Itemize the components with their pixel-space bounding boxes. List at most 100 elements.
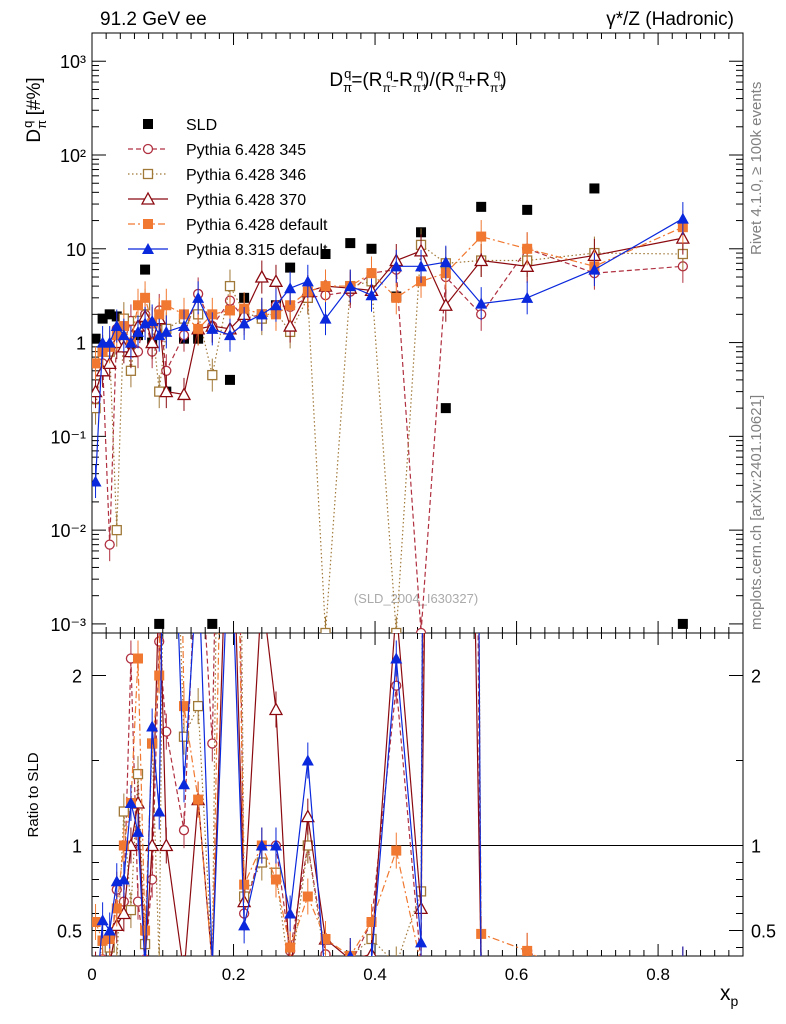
ratio-point-pythia-6-428-370	[475, 964, 487, 975]
point-pythia-6-428-370	[268, 273, 284, 287]
ratio-point-pythia-6-428-default	[154, 670, 165, 681]
point-pythia-8-315-default	[475, 297, 488, 309]
ratio-axis-title: Ratio to SLD	[25, 752, 42, 837]
ratio-point-pythia-6-428-346	[118, 806, 129, 817]
ratio-point-pythia-8-315-default	[96, 914, 109, 926]
process-label: γ*/Z (Hadronic)	[606, 9, 734, 30]
point-pythia-8-315-default	[319, 312, 332, 324]
ratio-point-pythia-6-428-default	[111, 903, 122, 914]
legend-label-pythia-8-315-default: Pythia 8.315 default	[186, 242, 328, 259]
legend-label-pythia-6-428-default: Pythia 6.428 default	[186, 217, 328, 234]
ratio-point-pythia-6-428-default	[132, 653, 143, 664]
ratio-point-pythia-6-428-370	[256, 585, 268, 596]
point-pythia-8-315-default	[192, 291, 205, 303]
point-pythia-6-428-370	[145, 335, 160, 349]
ratio-point-pythia-6-428-default	[285, 942, 296, 953]
point-pythia-6-428-default	[154, 309, 165, 320]
point-pythia-8-315-default	[238, 317, 251, 329]
ratio-point-pythia-8-315-default	[139, 964, 151, 975]
legend-marker-sld	[143, 119, 153, 129]
plot-title: Dπq=(Rπ⁻q-Rπ⁺q)/(Rπ⁻q+Rπ⁺q)	[329, 66, 506, 95]
ratio-point-pythia-8-315-default	[320, 976, 332, 987]
point-pythia-6-428-370	[283, 318, 298, 332]
point-pythia-6-428-default	[132, 300, 143, 311]
ratio-point-pythia-6-428-370	[153, 568, 165, 579]
ratio-point-pythia-6-428-346	[590, 977, 599, 986]
legend-label-pythia-6-428-346: Pythia 6.428 346	[186, 167, 306, 184]
point-pythia-6-428-346	[224, 280, 236, 292]
y-tick-label: 10³	[60, 52, 86, 72]
ratio-point-pythia-6-428-346	[392, 960, 401, 969]
analysis-watermark: (SLD_2004_I630327)	[354, 591, 478, 606]
ratio-point-pythia-6-428-default	[97, 935, 108, 946]
point-pythia-6-428-default	[320, 281, 331, 292]
point-pythia-6-428-346	[391, 627, 402, 633]
ratio-point-pythia-6-428-default	[678, 960, 688, 970]
ratio-point-pythia-6-428-default	[92, 917, 101, 927]
point-sld	[320, 248, 331, 259]
point-pythia-8-315-default	[206, 322, 219, 334]
point-sld	[224, 374, 235, 385]
ratio-point-pythia-6-428-346	[208, 960, 217, 969]
ratio-point-pythia-6-428-346	[162, 212, 171, 221]
point-sld	[366, 243, 377, 254]
ratio-point-pythia-8-315-default	[475, 994, 487, 1005]
ratio-point-pythia-6-428-346	[286, 975, 295, 984]
x-axis-title: xp	[720, 982, 739, 1009]
point-sld	[589, 183, 600, 194]
y-tick-label: 10⁻²	[50, 521, 86, 541]
ratio-point-pythia-6-428-370	[268, 702, 284, 716]
ratio-point-pythia-6-428-346	[112, 960, 121, 969]
point-sld	[677, 618, 688, 629]
point-pythia-8-315-default	[269, 299, 282, 311]
ratio-line-pythia-8-315-default	[99, 633, 482, 956]
point-pythia-6-428-370	[438, 297, 453, 311]
ratio-point-pythia-8-315-default	[238, 919, 251, 931]
ratio-point-pythia-8-315-default	[90, 1004, 102, 1015]
point-pythia-8-315-default	[415, 260, 428, 272]
point-pythia-6-428-370	[254, 269, 269, 283]
ratio-point-pythia-8-315-default	[255, 839, 268, 851]
point-pythia-8-315-default	[255, 308, 268, 320]
ratio-point-pythia-6-428-370	[178, 967, 190, 978]
legend-marker-pythia-6-428-default	[143, 219, 153, 229]
point-sld	[207, 618, 218, 629]
ratio-point-pythia-8-315-default	[269, 839, 282, 851]
legend-label-sld: SLD	[186, 117, 217, 134]
point-pythia-8-315-default	[284, 282, 297, 294]
ratio-point-pythia-6-428-370	[300, 809, 315, 823]
legend: SLD Pythia 6.428 345 Pythia 6.428 346 Pythi…	[128, 117, 328, 259]
ratio-point-pythia-8-315-default	[177, 778, 190, 790]
point-pythia-8-315-default	[160, 325, 173, 337]
point-pythia-6-428-default	[366, 268, 377, 279]
point-pythia-6-428-default	[224, 305, 235, 316]
ratio-point-pythia-6-428-default	[416, 960, 426, 970]
ratio-point-pythia-6-428-default	[207, 960, 217, 970]
ratio-point-pythia-8-315-default	[192, 551, 204, 562]
point-pythia-6-428-370	[474, 253, 489, 267]
y-tick-label: 10²	[60, 146, 86, 166]
legend-label-pythia-6-428-345: Pythia 6.428 345	[186, 142, 306, 159]
ratio-point-pythia-6-428-default	[178, 701, 189, 712]
point-pythia-6-428-345	[161, 365, 172, 376]
ratio-point-pythia-8-315-default	[371, 955, 372, 956]
ratio-point-pythia-8-315-default	[124, 797, 137, 808]
ratio-point-pythia-6-428-default	[366, 917, 377, 927]
point-sld	[285, 262, 296, 273]
point-pythia-6-428-370	[92, 384, 103, 398]
point-sld	[92, 333, 101, 344]
point-pythia-8-315-default	[153, 329, 166, 341]
ratio-point-pythia-6-428-345	[194, 501, 203, 510]
ratio-point-pythia-6-428-345	[590, 989, 599, 998]
ratio-point-pythia-6-428-345	[477, 999, 486, 1008]
legend-marker-pythia-6-428-346	[142, 168, 154, 180]
ratio-line-pythia-6-428-370	[110, 633, 482, 956]
energy-label: 91.2 GeV ee	[100, 9, 207, 30]
ratio-point-pythia-6-428-default	[391, 845, 402, 856]
legend-marker-pythia-8-315-default	[142, 243, 154, 254]
ratio-point-pythia-6-428-346	[132, 768, 144, 780]
ratio-point-pythia-6-428-370	[104, 959, 116, 970]
ratio-point-pythia-6-428-default	[239, 879, 250, 890]
ratio-point-pythia-6-428-default	[270, 874, 281, 885]
ratio-point-pythia-8-315-default	[284, 907, 297, 919]
